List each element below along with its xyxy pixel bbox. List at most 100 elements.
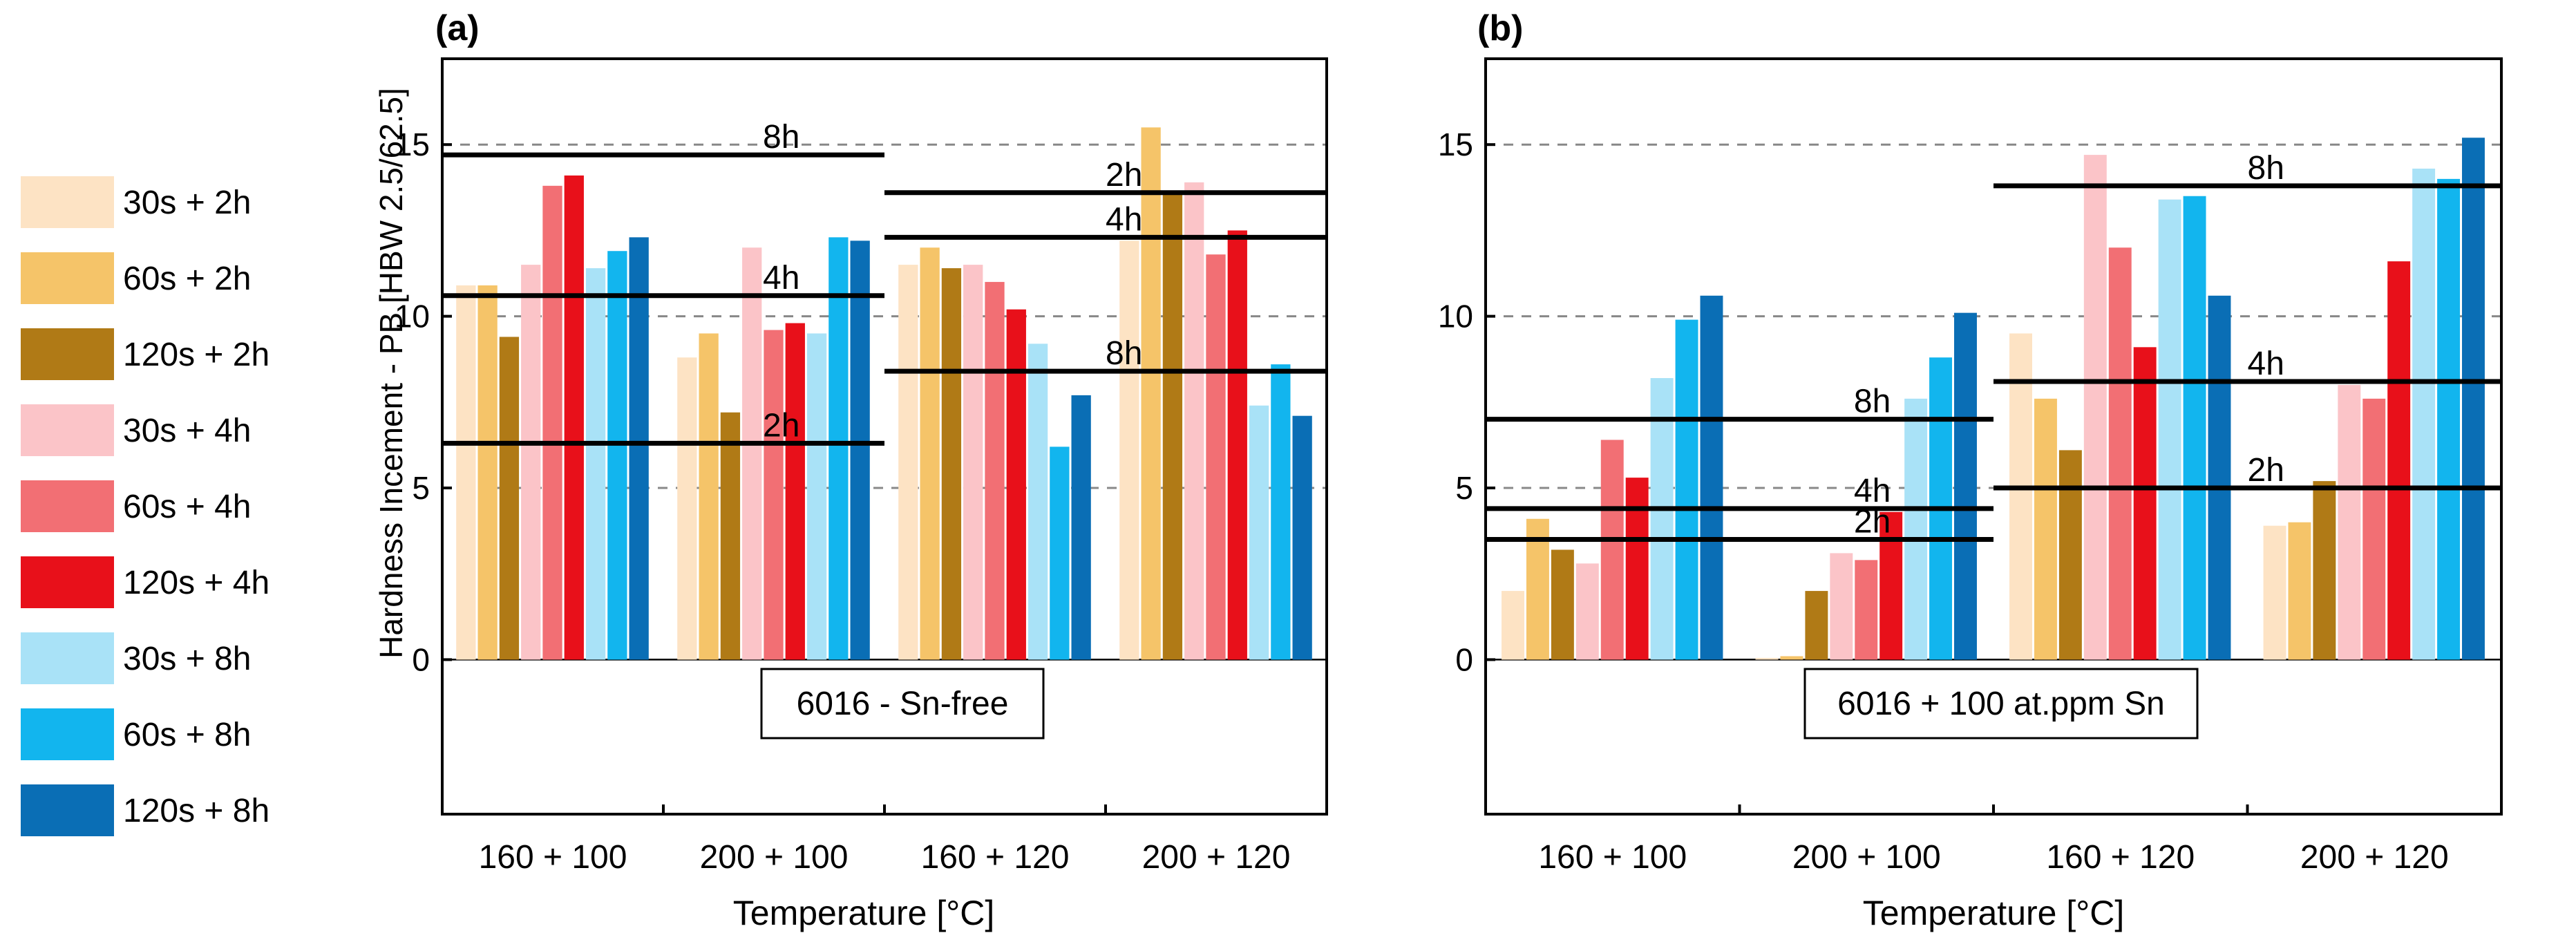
bar [2034,398,2057,660]
bar [607,251,627,660]
y-tick-label: 15 [395,126,430,162]
bar [1271,364,1291,660]
legend-swatch [21,632,114,684]
bar [898,265,918,660]
bar [2208,295,2231,660]
bar [2288,522,2311,660]
panel-b: (b) Temperature [°C] 8h4h2h8h4h2h0510151… [1438,8,2503,932]
bar [1904,398,1928,660]
bar [2158,199,2181,660]
legend-swatch [21,708,114,760]
reference-line-label: 8h [2248,150,2284,187]
bar [1675,319,1698,660]
bar [764,330,784,660]
legend-label: 120s + 2h [123,337,269,373]
bar [456,285,476,660]
y-tick-label: 10 [1438,299,1473,335]
legend-label: 60s + 8h [123,717,251,753]
bar [1162,192,1183,660]
bar [1249,405,1269,660]
bar [1071,395,1091,660]
bar [629,237,649,660]
bar [1954,312,1977,660]
reference-line-label: 2h [1106,157,1142,194]
bar [1119,241,1139,660]
bar [850,241,870,660]
panel-a-y-axis-title: Hardness Incement - PB [HBW 2.5/62.5] [373,88,409,659]
bar [1502,591,1524,660]
bar [564,175,584,660]
reference-line-label: 2h [2248,452,2284,489]
legend-label: 120s + 8h [123,793,269,829]
bar [1879,511,1903,660]
bar [2133,347,2157,660]
bar [806,333,827,660]
y-tick-label: 5 [412,470,430,506]
legend-swatch [21,480,114,532]
bar [828,237,849,660]
x-tick-label: 200 + 120 [2300,839,2449,876]
annotation-text: 6016 - Sn-free [797,686,1009,722]
bar [1184,182,1204,660]
bar [2387,261,2411,660]
bar [1551,549,1574,660]
legend-label: 60s + 4h [123,489,251,525]
legend-label: 60s + 2h [123,261,251,297]
panel-a-label: (a) [435,8,480,48]
bar [1141,127,1161,660]
bar [699,333,719,660]
reference-line-label: 4h [2248,346,2284,382]
x-tick-label: 200 + 100 [1792,839,1941,876]
x-tick-label: 200 + 120 [1142,839,1291,876]
reference-line-label: 4h [1106,201,1142,238]
bar [1625,478,1649,660]
bar [677,357,697,660]
x-tick-label: 200 + 100 [700,839,849,876]
legend-swatch [21,176,114,228]
bar [920,247,940,660]
legend-label: 120s + 4h [123,565,269,601]
reference-line-label: 8h [1106,335,1142,372]
legend: 30s + 2h 60s + 2h 120s + 2h 30s + 4h 60s + 4… [21,176,269,836]
legend-swatch [21,404,114,456]
bar [1780,656,1803,660]
bar [1292,415,1312,660]
bar [521,265,541,660]
legend-swatch [21,328,114,380]
x-tick-label: 160 + 120 [2046,839,2195,876]
bar [2313,481,2336,660]
panel-a: (a) Hardness Incement - PB [HBW 2.5/62.5… [373,8,1328,932]
legend-label: 30s + 4h [123,413,251,449]
bar [1700,295,1723,660]
reference-line-label: 4h [1854,473,1891,509]
bar [2263,525,2286,660]
legend-swatch [21,252,114,304]
bar [963,265,983,660]
legend-label: 30s + 8h [123,641,251,677]
bar [585,268,606,660]
bar [1600,440,1624,660]
reference-line-label: 2h [763,407,799,444]
y-tick-label: 0 [412,641,430,677]
bar [2058,450,2082,660]
bar [1855,560,1878,660]
panel-a-x-axis-title: Temperature [°C] [733,894,994,932]
bar [2108,247,2132,660]
x-tick-label: 160 + 100 [479,839,627,876]
y-tick-label: 10 [395,299,430,335]
annotation-text: 6016 + 100 at.ppm Sn [1837,686,2165,722]
reference-line-label: 4h [763,260,799,296]
panel-b-label: (b) [1477,8,1523,48]
annotation-box [760,668,1045,740]
bar [1805,591,1828,660]
x-tick-label: 160 + 120 [921,839,1070,876]
bar [1227,230,1247,660]
legend-label: 30s + 2h [123,185,251,221]
y-tick-label: 5 [1455,470,1473,506]
y-tick-label: 15 [1438,126,1473,162]
bar [1650,378,1674,660]
bar [1027,343,1048,660]
reference-line-label: 2h [1854,504,1891,540]
legend-swatch [21,784,114,836]
